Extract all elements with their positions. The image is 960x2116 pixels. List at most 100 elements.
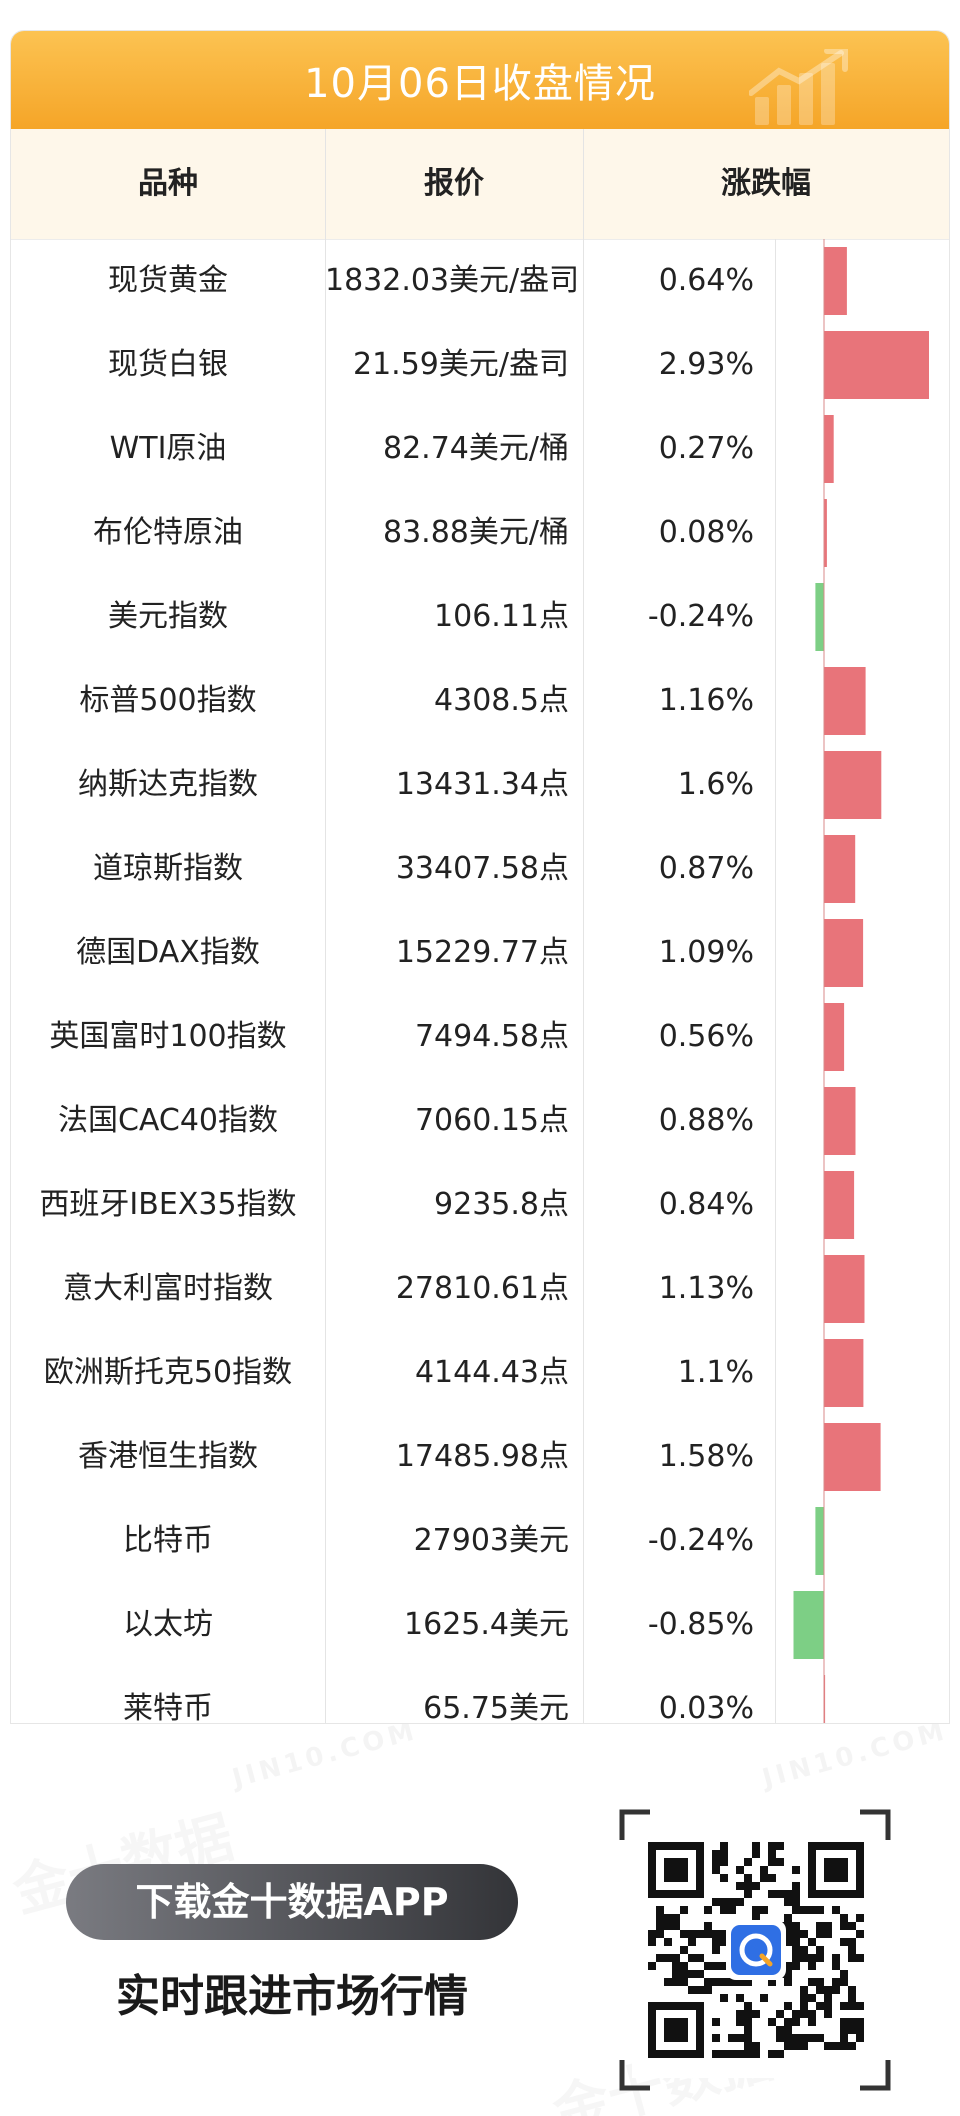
change-bar-positive (824, 919, 864, 987)
change-percent: 0.87% (658, 851, 754, 886)
instrument-price: 17485.98点 (395, 1439, 569, 1474)
instrument-price: 21.59美元/盎司 (353, 347, 569, 382)
change-percent: 0.08% (658, 515, 754, 550)
change-percent: 1.58% (658, 1439, 754, 1474)
table-row: 莱特币 65.75美元 0.03% (11, 1667, 949, 1724)
instrument-name: 香港恒生指数 (78, 1439, 258, 1474)
change-bar-negative (815, 1507, 824, 1575)
table-row: 西班牙IBEX35指数 9235.8点 0.84% (11, 1163, 949, 1247)
change-percent: -0.24% (647, 599, 754, 634)
instrument-price: 1625.4美元 (404, 1607, 569, 1642)
table-row: 道琼斯指数 33407.58点 0.87% (11, 827, 949, 911)
instrument-name: 比特币 (123, 1523, 213, 1558)
change-percent: 0.27% (658, 431, 754, 466)
change-percent: 1.13% (658, 1271, 754, 1306)
change-percent: 0.84% (658, 1187, 754, 1222)
instrument-name: 法国CAC40指数 (57, 1103, 279, 1138)
instrument-price: 33407.58点 (395, 851, 569, 886)
change-percent: 2.93% (658, 347, 754, 382)
rising-chart-icon (749, 49, 848, 125)
instrument-name: 莱特币 (123, 1691, 213, 1724)
change-percent: 1.6% (677, 767, 754, 802)
table-row: 德国DAX指数 15229.77点 1.09% (11, 911, 949, 995)
change-percent: 1.09% (658, 935, 754, 970)
instrument-price: 82.74美元/桶 (383, 431, 569, 466)
instrument-name: 布伦特原油 (93, 515, 243, 550)
change-percent: -0.85% (647, 1607, 754, 1642)
table-row: 标普500指数 4308.5点 1.16% (11, 659, 949, 743)
change-bar-negative (793, 1591, 824, 1659)
table-header: 品种 报价 涨跌幅 (11, 129, 949, 240)
table-row: 英国富时100指数 7494.58点 0.56% (11, 995, 949, 1079)
table-row: 现货黄金 1832.03美元/盎司 0.64% (11, 239, 949, 323)
instrument-price: 1832.03美元/盎司 (325, 263, 580, 298)
instrument-name: 现货白银 (108, 347, 228, 382)
table-row: 美元指数 106.11点 -0.24% (11, 575, 949, 659)
change-bar-positive (824, 1087, 856, 1155)
change-percent: 0.64% (658, 263, 754, 298)
instrument-price: 65.75美元 (423, 1691, 569, 1724)
column-header-change: 涨跌幅 (721, 166, 811, 201)
column-header-price: 报价 (424, 166, 484, 201)
instrument-price: 7494.58点 (414, 1019, 569, 1054)
page-title: 10月06日收盘情况 (304, 61, 656, 107)
instrument-price: 15229.77点 (395, 935, 569, 970)
instrument-price: 9235.8点 (434, 1187, 569, 1222)
title-banner: 10月06日收盘情况 (11, 31, 949, 129)
change-bar-positive (824, 1675, 826, 1723)
change-percent: 0.88% (658, 1103, 754, 1138)
change-bar-positive (824, 247, 847, 315)
table-row: 香港恒生指数 17485.98点 1.58% (11, 1415, 949, 1499)
change-bar-positive (824, 331, 929, 399)
instrument-name: 标普500指数 (79, 683, 257, 718)
column-divider (583, 129, 584, 1723)
change-percent: 0.56% (658, 1019, 754, 1054)
table-row: 法国CAC40指数 7060.15点 0.88% (11, 1079, 949, 1163)
change-bar-positive (824, 751, 882, 819)
instrument-price: 13431.34点 (395, 767, 569, 802)
instrument-name: 英国富时100指数 (49, 1019, 287, 1054)
change-percent: -0.24% (647, 1523, 754, 1558)
instrument-price: 4308.5点 (434, 683, 569, 718)
instrument-name: 以太坊 (123, 1607, 213, 1642)
quote-table-card: 10月06日收盘情况 品种 报价 涨跌幅 现货黄金 1832.03美元/盎司 0.6… (10, 30, 950, 1724)
instrument-name: 道琼斯指数 (93, 851, 243, 886)
change-bar-positive (824, 415, 834, 483)
change-percent: 1.16% (658, 683, 754, 718)
instrument-name: 德国DAX指数 (76, 935, 260, 970)
instrument-name: 美元指数 (108, 599, 228, 634)
column-header-name: 品种 (138, 166, 198, 201)
table-row: 意大利富时指数 27810.61点 1.13% (11, 1247, 949, 1331)
table-row: 比特币 27903美元 -0.24% (11, 1499, 949, 1583)
change-bar-positive (824, 1339, 864, 1407)
instrument-name: 现货黄金 (108, 263, 228, 298)
instrument-price: 106.11点 (434, 599, 569, 634)
change-bar-positive (824, 1255, 865, 1323)
change-bar-positive (824, 1171, 855, 1239)
instrument-price: 27903美元 (413, 1523, 569, 1558)
change-bar-chart (793, 239, 929, 1723)
table-row: WTI原油 82.74美元/桶 0.27% (11, 407, 949, 491)
footer-promo: 下载金十数据APP 实时跟进市场行情 (0, 1722, 960, 2116)
qr-code-graphic (619, 1809, 891, 2091)
table-row: 现货白银 21.59美元/盎司 2.93% (11, 323, 949, 407)
slogan-text: 实时跟进市场行情 (116, 1971, 468, 2022)
column-divider (775, 239, 776, 1723)
qr-code-icon (618, 1808, 892, 2092)
table-row: 欧洲斯托克50指数 4144.43点 1.1% (11, 1331, 949, 1415)
change-bar-positive (824, 1003, 845, 1071)
table-row: 以太坊 1625.4美元 -0.85% (11, 1583, 949, 1667)
table-row: 布伦特原油 83.88美元/桶 0.08% (11, 491, 949, 575)
change-percent: 1.1% (677, 1355, 754, 1390)
table-row: 纳斯达克指数 13431.34点 1.6% (11, 743, 949, 827)
change-bar-positive (824, 499, 827, 567)
instrument-price: 4144.43点 (414, 1355, 569, 1390)
instrument-name: WTI原油 (109, 431, 227, 466)
change-bar-negative (815, 583, 824, 651)
download-app-button[interactable]: 下载金十数据APP (66, 1864, 518, 1940)
change-percent: 0.03% (658, 1691, 754, 1724)
change-bar-positive (824, 835, 856, 903)
column-divider (325, 129, 326, 1723)
instrument-price: 83.88美元/桶 (383, 515, 569, 550)
instrument-price: 27810.61点 (395, 1271, 569, 1306)
